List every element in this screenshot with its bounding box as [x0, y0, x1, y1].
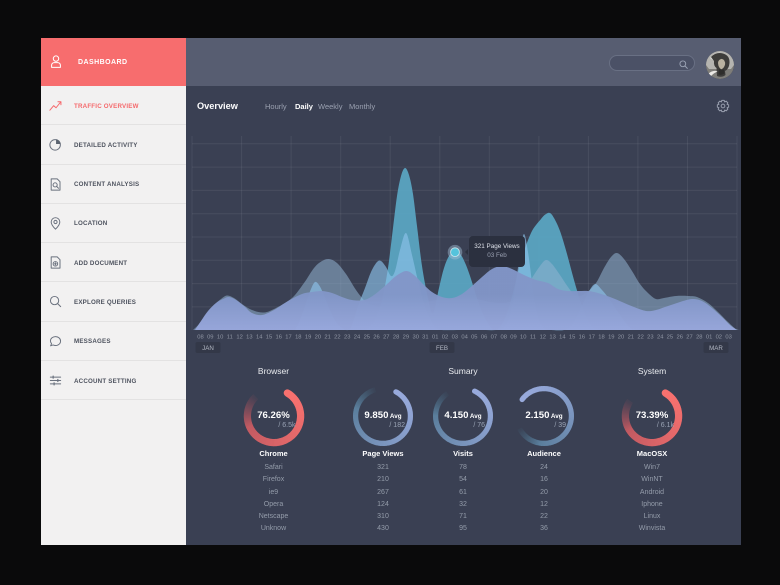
svg-text:01: 01	[432, 335, 438, 341]
svg-text:21: 21	[628, 335, 634, 341]
svg-text:10: 10	[520, 335, 526, 341]
svg-text:28: 28	[696, 335, 702, 341]
svg-text:JAN: JAN	[202, 345, 214, 352]
svg-text:21: 21	[324, 335, 330, 341]
svg-text:15: 15	[266, 335, 272, 341]
svg-text:09: 09	[207, 335, 213, 341]
svg-text:26: 26	[676, 335, 682, 341]
svg-text:01: 01	[706, 335, 712, 341]
svg-text:13: 13	[549, 335, 555, 341]
svg-text:17: 17	[588, 335, 594, 341]
svg-text:19: 19	[608, 335, 614, 341]
svg-text:16: 16	[579, 335, 585, 341]
svg-text:20: 20	[618, 335, 624, 341]
svg-text:14: 14	[559, 335, 566, 341]
svg-text:28: 28	[393, 335, 399, 341]
svg-text:MAR: MAR	[709, 345, 723, 352]
svg-text:27: 27	[686, 335, 692, 341]
svg-text:08: 08	[197, 335, 203, 341]
svg-text:20: 20	[315, 335, 321, 341]
svg-text:15: 15	[569, 335, 575, 341]
svg-text:08: 08	[500, 335, 506, 341]
svg-text:24: 24	[354, 335, 361, 341]
svg-text:09: 09	[510, 335, 516, 341]
svg-text:07: 07	[491, 335, 497, 341]
svg-text:26: 26	[373, 335, 379, 341]
svg-text:29: 29	[403, 335, 409, 341]
svg-text:27: 27	[383, 335, 389, 341]
svg-text:06: 06	[481, 335, 487, 341]
svg-text:12: 12	[236, 335, 242, 341]
svg-text:30: 30	[412, 335, 418, 341]
svg-text:FEB: FEB	[436, 345, 448, 352]
svg-text:24: 24	[657, 335, 664, 341]
svg-text:18: 18	[295, 335, 301, 341]
svg-text:11: 11	[227, 335, 233, 341]
svg-text:25: 25	[667, 335, 673, 341]
svg-text:04: 04	[461, 335, 468, 341]
svg-text:23: 23	[647, 335, 653, 341]
svg-text:17: 17	[285, 335, 291, 341]
svg-text:22: 22	[334, 335, 340, 341]
svg-text:03: 03	[725, 335, 731, 341]
svg-text:13: 13	[246, 335, 252, 341]
svg-text:03: 03	[452, 335, 458, 341]
svg-text:31: 31	[422, 335, 428, 341]
svg-text:16: 16	[275, 335, 281, 341]
svg-text:23: 23	[344, 335, 350, 341]
svg-text:10: 10	[217, 335, 223, 341]
svg-text:12: 12	[540, 335, 546, 341]
svg-text:19: 19	[305, 335, 311, 341]
svg-text:25: 25	[364, 335, 370, 341]
svg-text:05: 05	[471, 335, 477, 341]
svg-text:02: 02	[442, 335, 448, 341]
svg-text:18: 18	[598, 335, 604, 341]
svg-text:22: 22	[637, 335, 643, 341]
svg-text:14: 14	[256, 335, 263, 341]
svg-text:02: 02	[716, 335, 722, 341]
svg-text:11: 11	[530, 335, 536, 341]
